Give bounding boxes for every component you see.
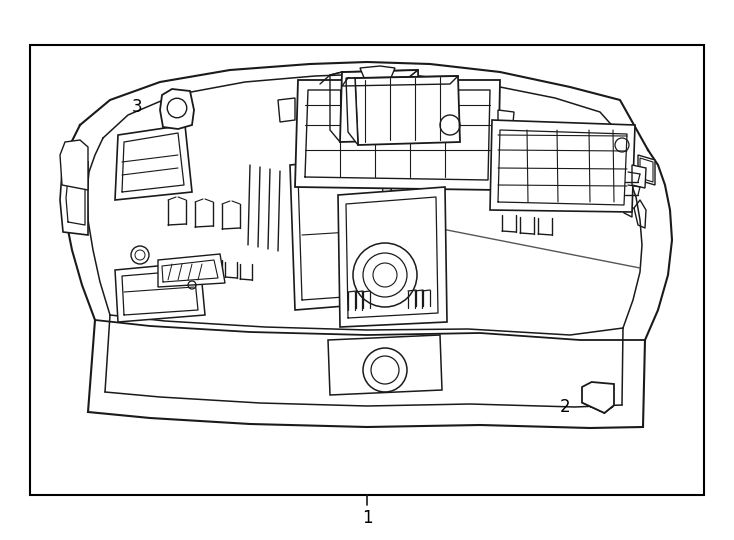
Polygon shape bbox=[582, 382, 614, 413]
Polygon shape bbox=[498, 110, 514, 134]
Polygon shape bbox=[295, 80, 500, 190]
Polygon shape bbox=[115, 262, 205, 322]
Polygon shape bbox=[158, 254, 225, 287]
Text: 1: 1 bbox=[362, 509, 372, 527]
Polygon shape bbox=[338, 187, 447, 327]
Polygon shape bbox=[290, 155, 395, 310]
Polygon shape bbox=[632, 165, 646, 188]
Polygon shape bbox=[490, 120, 635, 212]
Polygon shape bbox=[638, 155, 655, 185]
Polygon shape bbox=[115, 125, 192, 200]
Text: 2: 2 bbox=[559, 398, 570, 416]
Text: 3: 3 bbox=[131, 98, 142, 116]
Polygon shape bbox=[160, 89, 194, 129]
Polygon shape bbox=[360, 66, 395, 80]
Polygon shape bbox=[328, 335, 442, 395]
Polygon shape bbox=[340, 70, 420, 142]
Polygon shape bbox=[60, 140, 88, 190]
Polygon shape bbox=[60, 162, 88, 235]
Polygon shape bbox=[355, 76, 460, 145]
Polygon shape bbox=[346, 78, 358, 145]
Bar bbox=[30, 45, 704, 495]
Polygon shape bbox=[278, 98, 295, 122]
